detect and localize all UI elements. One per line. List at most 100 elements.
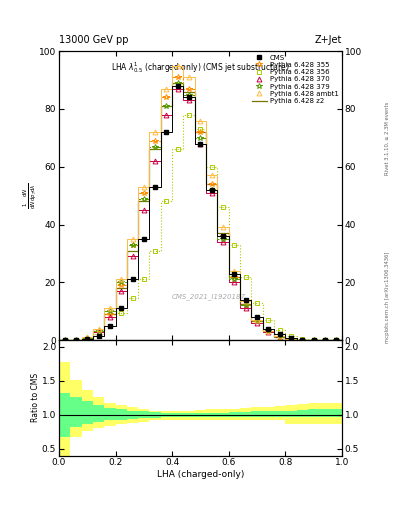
Pythia 6.428 ambt1	[277, 333, 282, 339]
Pythia 6.428 379	[73, 337, 78, 343]
Pythia 6.428 379	[266, 328, 271, 334]
Pythia 6.428 355	[221, 233, 226, 239]
Pythia 6.428 379	[85, 335, 90, 342]
Pythia 6.428 370	[255, 319, 259, 326]
Pythia 6.428 z2	[340, 337, 344, 343]
Pythia 6.428 370	[164, 112, 169, 118]
Pythia 6.428 379	[108, 308, 112, 314]
Pythia 6.428 379	[288, 335, 293, 342]
Pythia 6.428 355	[198, 129, 203, 135]
CMS	[62, 337, 67, 343]
Pythia 6.428 355	[153, 138, 158, 144]
Pythia 6.428 370	[323, 337, 327, 343]
Pythia 6.428 z2	[90, 328, 95, 334]
Pythia 6.428 379	[62, 337, 67, 343]
Pythia 6.428 370	[85, 335, 90, 342]
Y-axis label: $\frac{1}{\mathrm{d}N}\frac{\mathrm{d}N}{\mathrm{d}p_T\mathrm{d}\lambda}$: $\frac{1}{\mathrm{d}N}\frac{\mathrm{d}N}…	[21, 183, 38, 209]
Pythia 6.428 ambt1	[209, 173, 214, 179]
Text: 13000 GeV pp: 13000 GeV pp	[59, 35, 129, 45]
Pythia 6.428 ambt1	[73, 337, 78, 343]
CMS	[311, 337, 316, 343]
Pythia 6.428 370	[153, 158, 158, 164]
Pythia 6.428 ambt1	[198, 117, 203, 123]
Text: Rivet 3.1.10, ≥ 2.3M events: Rivet 3.1.10, ≥ 2.3M events	[385, 101, 389, 175]
CMS	[323, 337, 327, 343]
CMS	[108, 323, 112, 329]
Pythia 6.428 ambt1	[323, 337, 327, 343]
Pythia 6.428 355	[209, 181, 214, 187]
Pythia 6.428 z2	[193, 129, 197, 135]
Pythia 6.428 379	[277, 334, 282, 340]
CMS	[96, 333, 101, 339]
Pythia 6.428 379	[96, 328, 101, 334]
Pythia 6.428 ambt1	[141, 184, 146, 190]
Pythia 6.428 370	[277, 334, 282, 340]
Pythia 6.428 356	[119, 310, 123, 316]
Pythia 6.428 356	[96, 331, 101, 337]
Pythia 6.428 355	[232, 273, 237, 280]
Pythia 6.428 355	[277, 334, 282, 340]
Pythia 6.428 370	[311, 337, 316, 343]
Pythia 6.428 379	[209, 187, 214, 193]
Pythia 6.428 356	[175, 146, 180, 153]
CMS	[85, 336, 90, 343]
Pythia 6.428 370	[119, 288, 123, 294]
Pythia 6.428 355	[323, 337, 327, 343]
Pythia 6.428 370	[198, 141, 203, 147]
CMS	[255, 314, 259, 320]
Pythia 6.428 z2	[226, 273, 231, 280]
Pythia 6.428 z2	[249, 318, 254, 325]
Pythia 6.428 355	[334, 337, 339, 343]
Pythia 6.428 379	[221, 236, 226, 242]
Pythia 6.428 356	[243, 273, 248, 280]
Pythia 6.428 355	[108, 311, 112, 317]
Pythia 6.428 370	[62, 337, 67, 343]
Pythia 6.428 379	[255, 318, 259, 325]
Pythia 6.428 ambt1	[187, 74, 191, 80]
Pythia 6.428 356	[288, 333, 293, 339]
Pythia 6.428 356	[221, 204, 226, 210]
Text: LHA $\lambda^1_{0.5}$ (charged only) (CMS jet substructure): LHA $\lambda^1_{0.5}$ (charged only) (CM…	[111, 60, 290, 75]
Pythia 6.428 z2	[170, 80, 174, 86]
Pythia 6.428 z2	[181, 89, 186, 95]
Pythia 6.428 356	[62, 337, 67, 343]
Pythia 6.428 356	[130, 295, 135, 301]
Pythia 6.428 z2	[147, 146, 152, 153]
Text: CMS_2021_I1920187: CMS_2021_I1920187	[172, 293, 246, 300]
Pythia 6.428 370	[334, 337, 339, 343]
Line: Pythia 6.428 379: Pythia 6.428 379	[62, 80, 339, 343]
CMS	[334, 337, 339, 343]
Pythia 6.428 z2	[294, 336, 299, 343]
Pythia 6.428 ambt1	[288, 335, 293, 342]
Pythia 6.428 ambt1	[62, 337, 67, 343]
CMS	[198, 141, 203, 147]
Y-axis label: Ratio to CMS: Ratio to CMS	[31, 373, 40, 422]
Pythia 6.428 z2	[158, 103, 163, 109]
CMS	[300, 336, 305, 343]
Pythia 6.428 356	[300, 335, 305, 342]
Line: Pythia 6.428 ambt1: Pythia 6.428 ambt1	[62, 63, 339, 343]
X-axis label: LHA (charged-only): LHA (charged-only)	[157, 470, 244, 479]
Pythia 6.428 370	[243, 305, 248, 311]
Pythia 6.428 379	[130, 242, 135, 248]
Legend: CMS, Pythia 6.428 355, Pythia 6.428 356, Pythia 6.428 370, Pythia 6.428 379, Pyt: CMS, Pythia 6.428 355, Pythia 6.428 356,…	[250, 53, 340, 105]
Pythia 6.428 370	[300, 337, 305, 343]
CMS	[221, 233, 226, 239]
Line: CMS: CMS	[62, 84, 338, 342]
Pythia 6.428 356	[311, 337, 316, 343]
Pythia 6.428 355	[96, 328, 101, 334]
Pythia 6.428 370	[232, 279, 237, 285]
Pythia 6.428 379	[164, 103, 169, 109]
Pythia 6.428 355	[187, 86, 191, 92]
Pythia 6.428 370	[187, 97, 191, 103]
Pythia 6.428 379	[153, 143, 158, 150]
Pythia 6.428 ambt1	[175, 62, 180, 69]
Pythia 6.428 ambt1	[300, 336, 305, 343]
Pythia 6.428 355	[300, 336, 305, 343]
CMS	[153, 184, 158, 190]
Pythia 6.428 370	[209, 189, 214, 196]
Pythia 6.428 ambt1	[255, 317, 259, 323]
CMS	[164, 129, 169, 135]
Pythia 6.428 z2	[102, 311, 107, 317]
Pythia 6.428 370	[130, 253, 135, 260]
